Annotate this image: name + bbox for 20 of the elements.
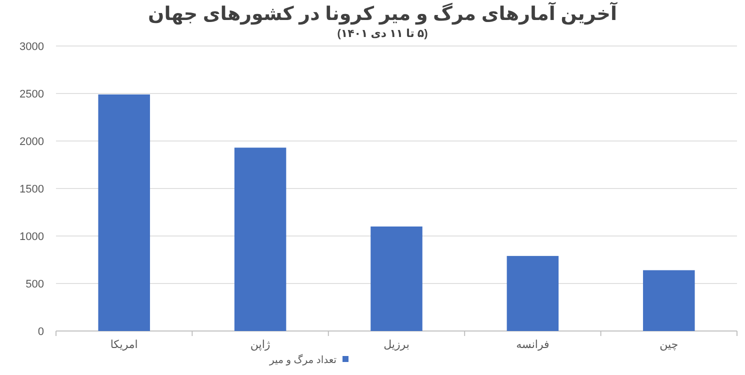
y-tick-label: 1000 [20, 230, 44, 243]
bar [370, 226, 422, 331]
bar [98, 94, 150, 331]
bar [506, 256, 559, 331]
chart-title: آخرین آمارهای مرگ و میر کرونا در کشورهای جهان [148, 1, 618, 25]
bar [643, 270, 695, 331]
x-tick-label: ژاپن [250, 339, 270, 351]
chart-subtitle: (۵ تا ۱۱ دی ۱۴۰۱) [337, 28, 428, 40]
y-tick-label: 0 [38, 326, 44, 338]
x-tick-label: امریکا [110, 339, 138, 351]
x-tick-label: برزیل [384, 339, 410, 351]
x-tick-label: چین [660, 339, 678, 351]
y-tick-label: 2000 [20, 136, 44, 148]
y-tick-label: 1500 [20, 183, 44, 196]
bar [234, 148, 286, 331]
legend-label: تعداد مرگ و میر [268, 354, 337, 366]
x-tick-label: فرانسه [516, 339, 550, 351]
y-tick-label: 3000 [20, 40, 44, 53]
y-tick-label: 500 [26, 278, 44, 290]
y-tick-label: 2500 [20, 88, 44, 100]
